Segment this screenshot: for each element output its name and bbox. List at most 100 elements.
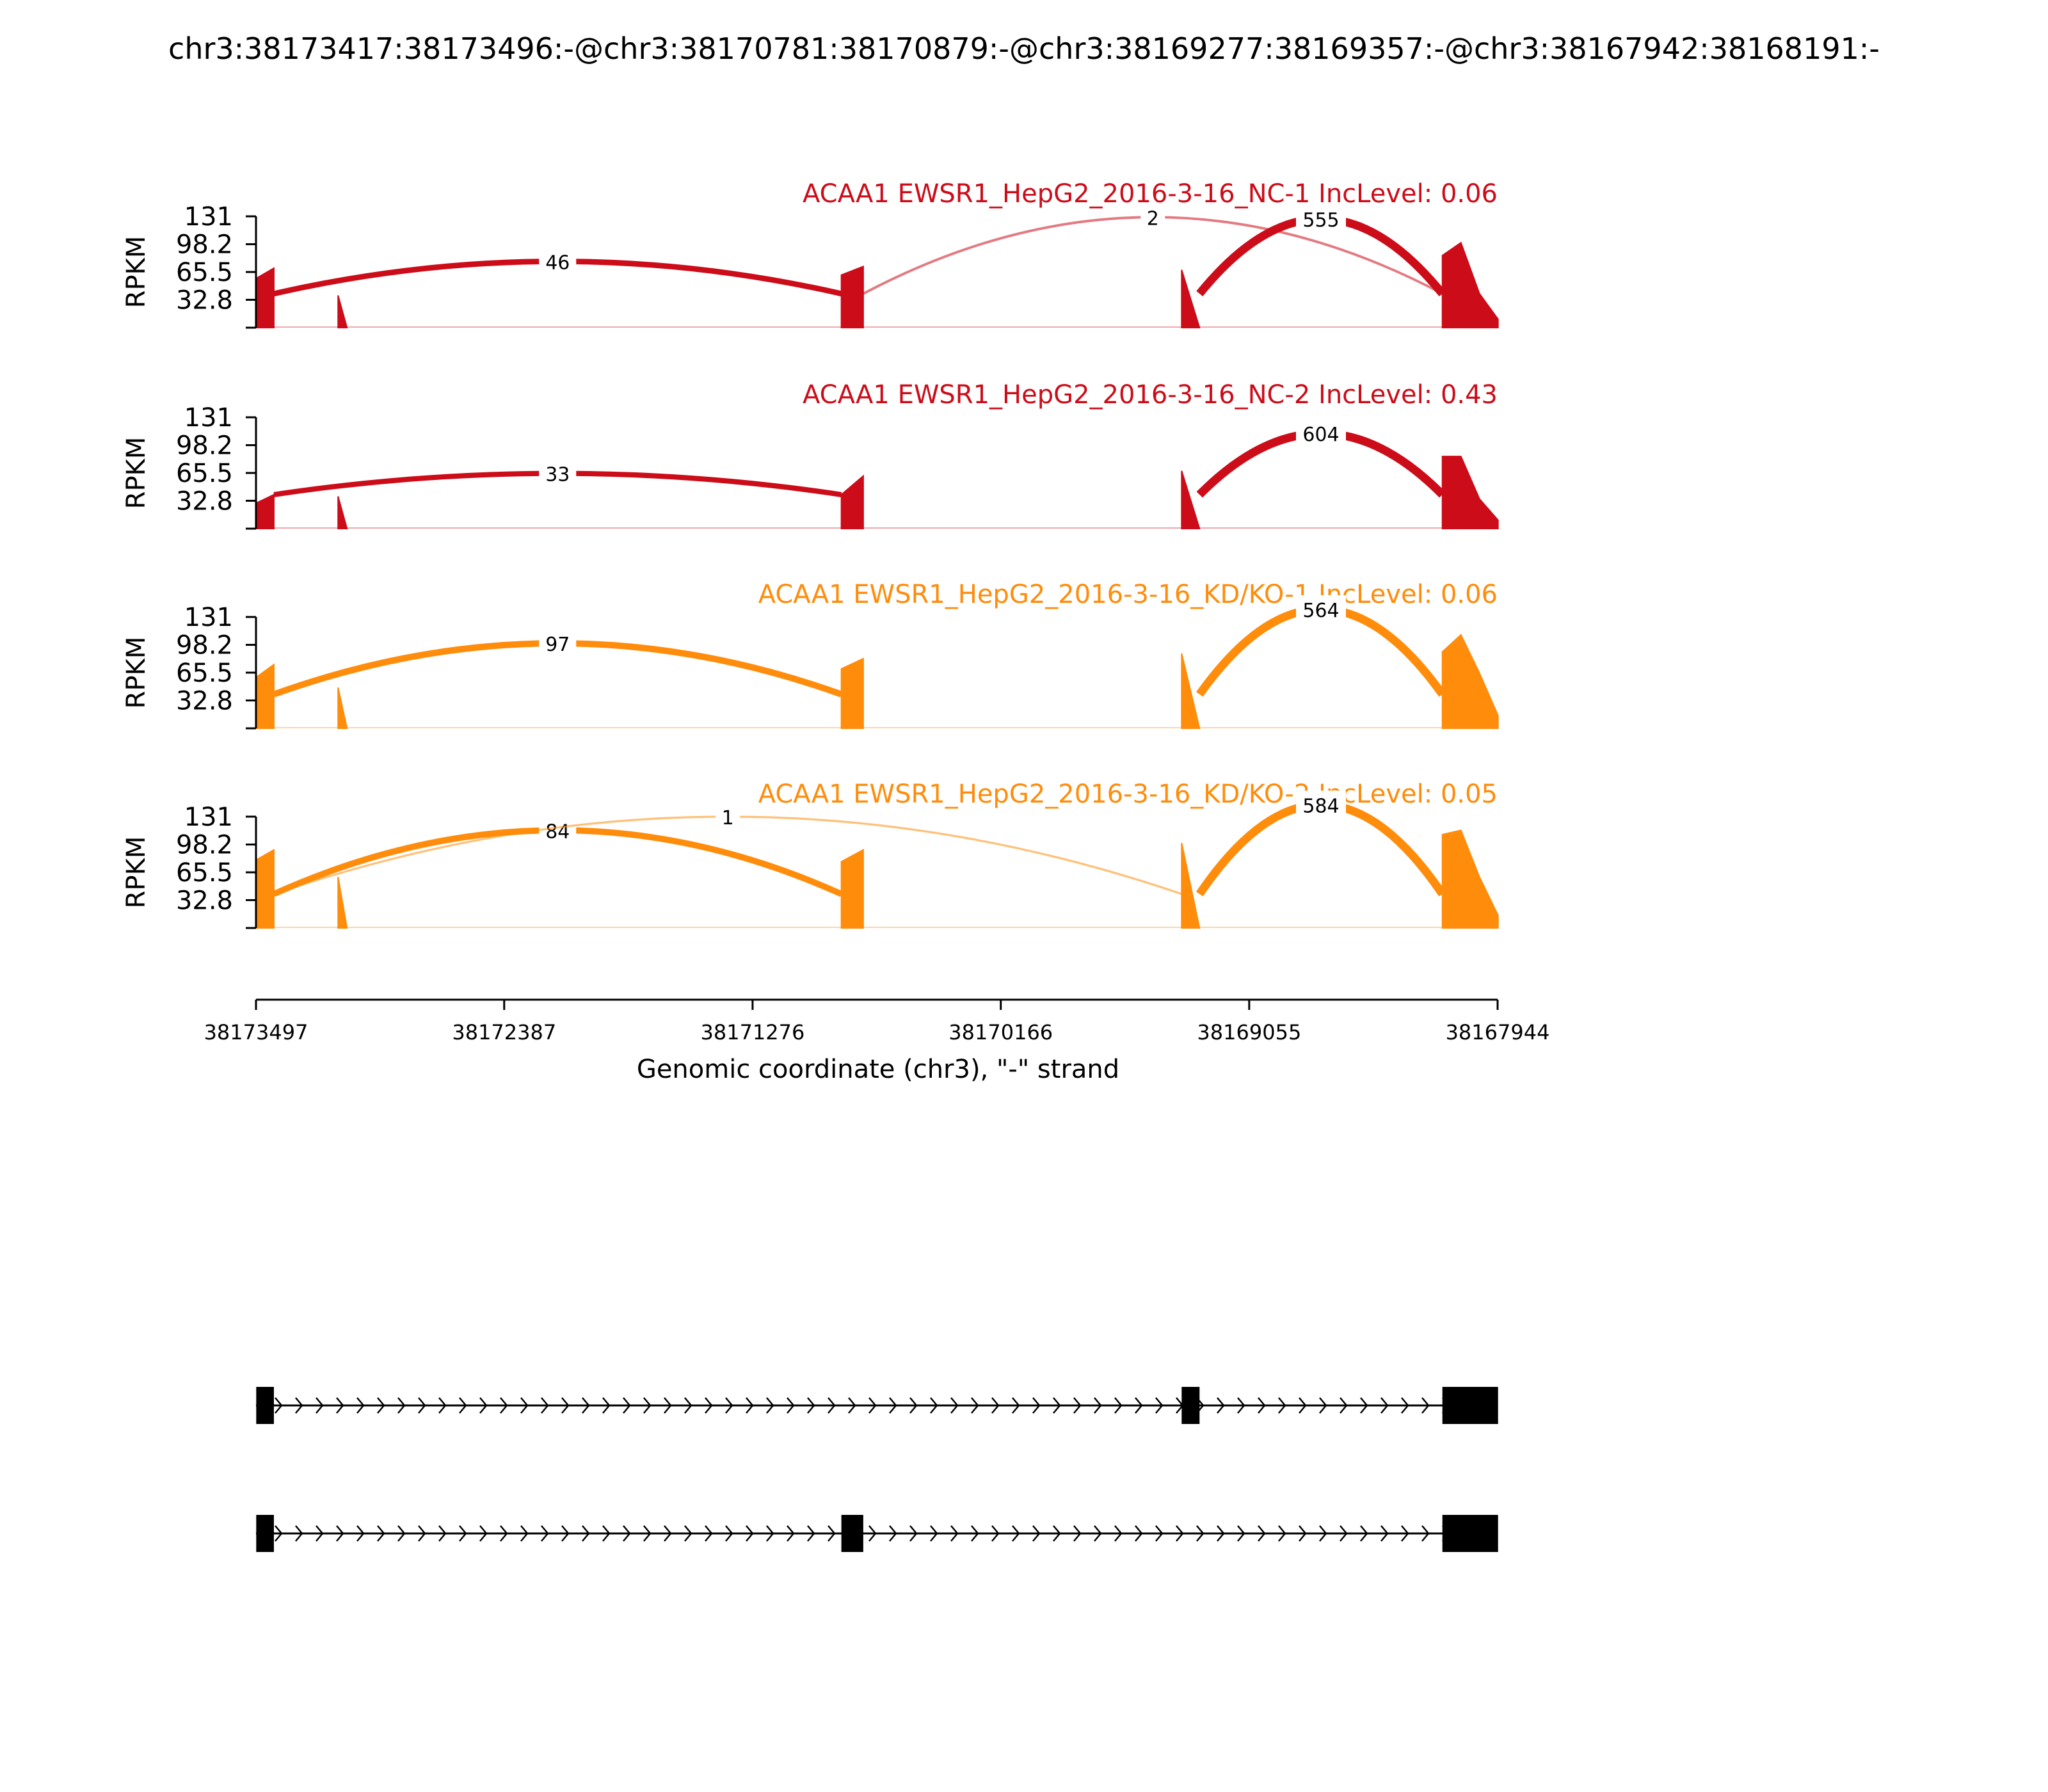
- strand-arrow: [459, 1397, 467, 1414]
- strand-arrow: [1299, 1397, 1307, 1414]
- strand-arrow: [1401, 1525, 1409, 1542]
- strand-arrow: [602, 1397, 611, 1414]
- strand-arrow: [316, 1397, 324, 1414]
- strand-arrow: [1258, 1397, 1266, 1414]
- strand-arrow: [991, 1525, 1000, 1542]
- junction-count-label: 584: [1302, 795, 1339, 817]
- strand-arrow: [950, 1397, 959, 1414]
- coverage-panel: ACAA1 EWSR1_HepG2_2016-3-16_KD/KO-2 IncL…: [122, 780, 1499, 929]
- strand-arrow: [561, 1525, 570, 1542]
- strand-arrow: [520, 1397, 529, 1414]
- strand-arrow: [582, 1525, 590, 1542]
- strand-arrow: [397, 1397, 406, 1414]
- strand-arrow: [1135, 1397, 1143, 1414]
- strand-arrow: [1340, 1397, 1348, 1414]
- strand-arrow: [1135, 1525, 1143, 1542]
- junction-count-label: 97: [545, 634, 570, 656]
- strand-arrow: [541, 1397, 549, 1414]
- exon-block: [256, 1387, 274, 1424]
- junction-label-bg: [1296, 595, 1347, 621]
- x-tick-label: 38167944: [1446, 1020, 1550, 1044]
- strand-arrow: [705, 1525, 713, 1542]
- strand-arrow: [1012, 1397, 1020, 1414]
- strand-arrow: [971, 1397, 979, 1414]
- strand-arrow: [377, 1397, 385, 1414]
- strand-arrow: [725, 1397, 733, 1414]
- strand-arrow: [1155, 1397, 1164, 1414]
- x-tick-label: 38170166: [948, 1020, 1053, 1044]
- strand-arrow: [479, 1525, 488, 1542]
- strand-arrow: [459, 1525, 467, 1542]
- strand-arrow: [1032, 1397, 1041, 1414]
- strand-arrow: [1380, 1525, 1389, 1542]
- y-tick-label: 98.2: [176, 230, 233, 260]
- coverage-area: [255, 849, 275, 929]
- coverage-area: [337, 877, 348, 929]
- strand-arrow: [438, 1525, 447, 1542]
- strand-arrow: [336, 1397, 344, 1414]
- coverage-area: [337, 687, 348, 729]
- strand-arrow: [356, 1525, 365, 1542]
- strand-arrow: [664, 1525, 672, 1542]
- junction-count-label: 2: [1147, 207, 1159, 230]
- strand-arrow: [397, 1525, 406, 1542]
- strand-arrow: [500, 1525, 508, 1542]
- strand-arrow: [746, 1525, 754, 1542]
- y-axis-label: RPKM: [122, 836, 151, 909]
- strand-arrow: [1278, 1525, 1286, 1542]
- strand-arrow: [1012, 1525, 1020, 1542]
- strand-arrow: [828, 1397, 836, 1414]
- y-tick-label: 98.2: [176, 431, 233, 461]
- junction-label-bg: [539, 459, 577, 485]
- y-tick-label: 131: [184, 202, 233, 232]
- strand-arrow: [1073, 1525, 1082, 1542]
- strand-arrow: [1073, 1397, 1082, 1414]
- strand-arrow: [930, 1397, 938, 1414]
- transcript-model: [256, 1515, 1498, 1552]
- strand-arrow: [889, 1525, 897, 1542]
- strand-arrow: [1237, 1525, 1245, 1542]
- strand-arrow: [418, 1525, 426, 1542]
- strand-arrow: [275, 1525, 283, 1542]
- exon-block: [1181, 1387, 1200, 1424]
- strand-arrow: [1360, 1525, 1368, 1542]
- coverage-area: [840, 849, 864, 929]
- strand-arrow: [316, 1525, 324, 1542]
- strand-arrow: [909, 1397, 918, 1414]
- strand-arrow: [1196, 1525, 1204, 1542]
- strand-arrow: [1155, 1525, 1164, 1542]
- exon-block: [1442, 1515, 1498, 1552]
- strand-arrow: [787, 1397, 795, 1414]
- strand-arrow: [520, 1525, 529, 1542]
- coverage-panel: ACAA1 EWSR1_HepG2_2016-3-16_NC-2 IncLeve…: [122, 380, 1499, 530]
- strand-arrow: [1053, 1397, 1061, 1414]
- y-tick-label: 131: [184, 603, 233, 632]
- strand-arrow: [336, 1525, 344, 1542]
- coverage-area: [337, 496, 348, 529]
- exon-block: [1442, 1387, 1498, 1424]
- coverage-area: [1441, 829, 1499, 929]
- strand-arrow: [1176, 1525, 1184, 1542]
- y-axis-label: RPKM: [122, 236, 151, 308]
- strand-arrow: [807, 1397, 815, 1414]
- strand-arrow: [971, 1525, 979, 1542]
- y-axis-label: RPKM: [122, 437, 151, 509]
- strand-arrow: [766, 1397, 774, 1414]
- exon-block: [841, 1515, 863, 1552]
- junction-count-label: 1: [722, 807, 734, 829]
- junction-count-label: 33: [545, 464, 570, 486]
- panel-title: ACAA1 EWSR1_HepG2_2016-3-16_NC-2 IncLeve…: [803, 380, 1498, 410]
- strand-arrow: [275, 1397, 283, 1414]
- strand-arrow: [561, 1397, 570, 1414]
- transcript-model: [256, 1387, 1498, 1424]
- figure-title: chr3:38173417:38173496:-@chr3:38170781:3…: [168, 31, 1880, 66]
- coverage-area: [840, 657, 864, 729]
- strand-arrow: [1380, 1397, 1389, 1414]
- strand-arrow: [1421, 1397, 1430, 1414]
- y-tick-label: 32.8: [176, 285, 233, 315]
- transcript-models: [256, 1387, 1498, 1552]
- coverage-panels: ACAA1 EWSR1_HepG2_2016-3-16_NC-1 IncLeve…: [122, 179, 1499, 929]
- x-tick-label: 38172387: [452, 1020, 556, 1044]
- y-tick-label: 98.2: [176, 631, 233, 660]
